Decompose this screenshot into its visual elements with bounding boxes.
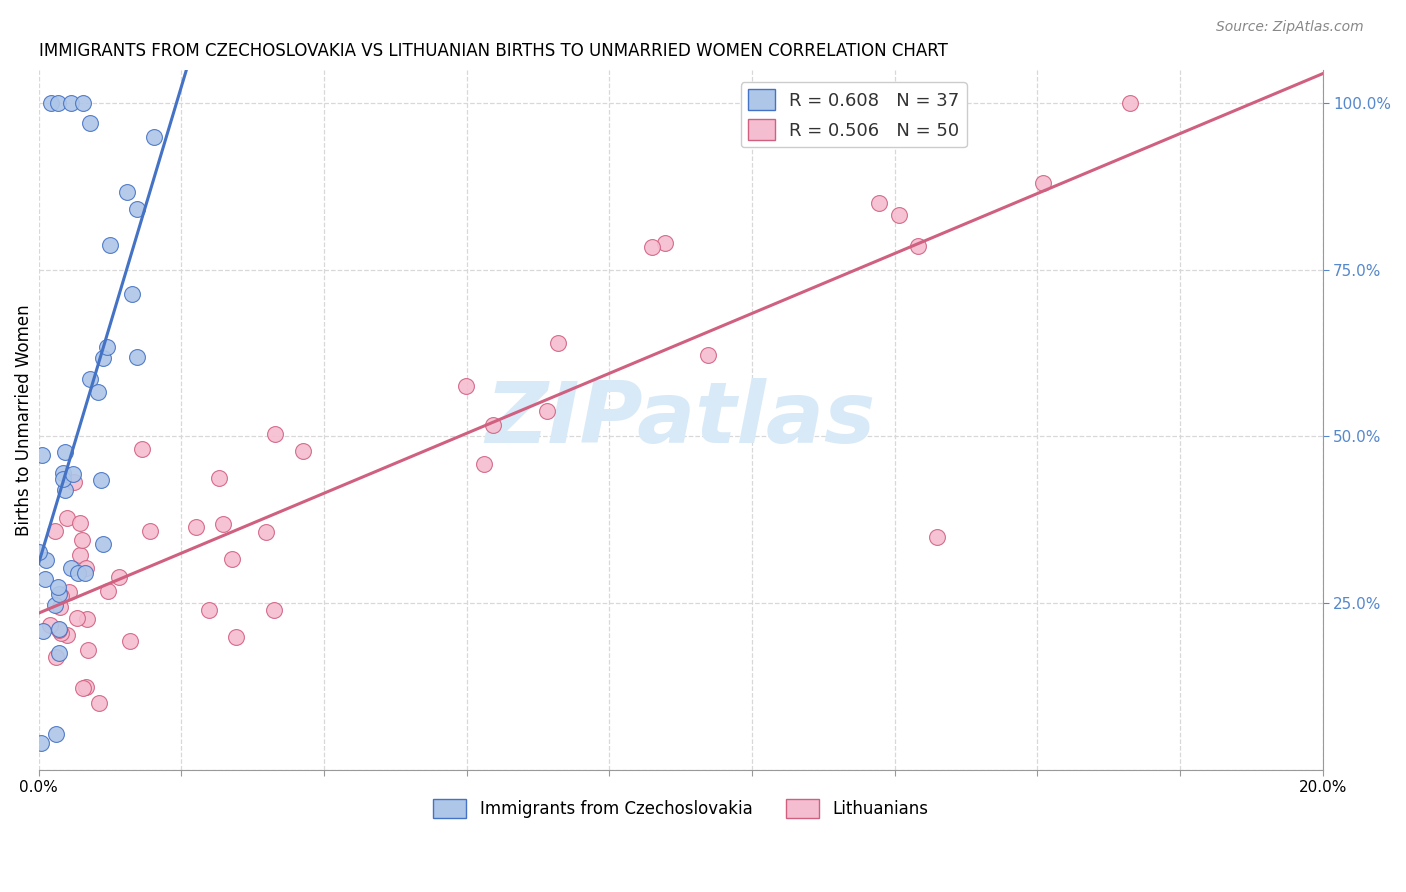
Point bbox=[44, 524, 66, 538]
Point bbox=[53, 444, 76, 458]
Point bbox=[292, 443, 315, 458]
Point bbox=[131, 442, 153, 457]
Point bbox=[35, 553, 58, 567]
Point bbox=[907, 239, 929, 253]
Point bbox=[198, 603, 221, 617]
Point bbox=[263, 603, 285, 617]
Point bbox=[868, 195, 890, 210]
Point bbox=[121, 287, 143, 301]
Point bbox=[76, 643, 98, 657]
Point bbox=[482, 417, 505, 432]
Point bbox=[73, 566, 96, 580]
Point bbox=[69, 516, 91, 530]
Point bbox=[225, 630, 247, 644]
Point bbox=[91, 351, 114, 365]
Point bbox=[1119, 95, 1142, 110]
Point bbox=[79, 371, 101, 385]
Text: ZIPatlas: ZIPatlas bbox=[485, 378, 876, 461]
Point bbox=[263, 427, 285, 442]
Point bbox=[547, 336, 569, 351]
Point bbox=[127, 202, 149, 217]
Point bbox=[62, 467, 84, 482]
Point bbox=[59, 561, 82, 575]
Point bbox=[63, 475, 86, 490]
Point bbox=[108, 570, 131, 584]
Point bbox=[44, 598, 66, 612]
Point bbox=[927, 530, 949, 544]
Point bbox=[70, 533, 93, 547]
Point bbox=[51, 589, 73, 603]
Point bbox=[91, 537, 114, 551]
Point bbox=[254, 524, 277, 539]
Point bbox=[49, 625, 72, 640]
Point bbox=[34, 572, 56, 586]
Point bbox=[48, 580, 70, 594]
Legend: Immigrants from Czechoslovakia, Lithuanians: Immigrants from Czechoslovakia, Lithuani… bbox=[426, 792, 935, 825]
Point bbox=[49, 599, 72, 614]
Point bbox=[66, 611, 89, 625]
Point bbox=[53, 483, 76, 498]
Point bbox=[90, 473, 112, 487]
Text: IMMIGRANTS FROM CZECHOSLOVAKIA VS LITHUANIAN BIRTHS TO UNMARRIED WOMEN CORRELATI: IMMIGRANTS FROM CZECHOSLOVAKIA VS LITHUA… bbox=[38, 42, 948, 60]
Point bbox=[31, 448, 53, 462]
Point bbox=[96, 341, 118, 355]
Point bbox=[45, 727, 67, 741]
Point bbox=[654, 235, 676, 250]
Point bbox=[536, 404, 558, 418]
Point bbox=[97, 584, 120, 599]
Point bbox=[30, 736, 52, 750]
Point bbox=[641, 240, 664, 254]
Point bbox=[472, 457, 495, 471]
Text: Source: ZipAtlas.com: Source: ZipAtlas.com bbox=[1216, 20, 1364, 34]
Point bbox=[115, 185, 138, 199]
Point bbox=[72, 95, 94, 110]
Point bbox=[889, 208, 911, 222]
Point bbox=[212, 516, 235, 531]
Point bbox=[48, 587, 70, 601]
Point bbox=[221, 552, 243, 566]
Point bbox=[45, 650, 67, 665]
Point bbox=[72, 681, 94, 696]
Y-axis label: Births to Unmarried Women: Births to Unmarried Women bbox=[15, 304, 32, 535]
Point bbox=[41, 95, 63, 110]
Point bbox=[208, 471, 231, 485]
Point bbox=[87, 696, 110, 710]
Point bbox=[38, 618, 60, 632]
Point bbox=[32, 624, 55, 639]
Point bbox=[69, 548, 91, 562]
Point bbox=[142, 130, 165, 145]
Point bbox=[58, 585, 80, 599]
Point bbox=[48, 646, 70, 660]
Point bbox=[120, 634, 142, 648]
Point bbox=[125, 350, 148, 364]
Point bbox=[697, 347, 720, 361]
Point bbox=[139, 524, 162, 538]
Point bbox=[76, 612, 98, 626]
Point bbox=[75, 561, 97, 575]
Point bbox=[48, 623, 70, 637]
Point bbox=[28, 545, 51, 559]
Point bbox=[454, 379, 477, 393]
Point bbox=[87, 385, 110, 400]
Point bbox=[98, 237, 121, 252]
Point bbox=[56, 628, 79, 642]
Point bbox=[46, 95, 69, 110]
Point bbox=[79, 116, 101, 130]
Point bbox=[59, 95, 82, 110]
Point bbox=[75, 680, 97, 694]
Point bbox=[48, 623, 70, 637]
Point bbox=[1032, 176, 1054, 190]
Point bbox=[67, 566, 90, 580]
Point bbox=[56, 510, 79, 524]
Point bbox=[52, 467, 75, 481]
Point bbox=[184, 520, 207, 534]
Point bbox=[52, 472, 75, 486]
